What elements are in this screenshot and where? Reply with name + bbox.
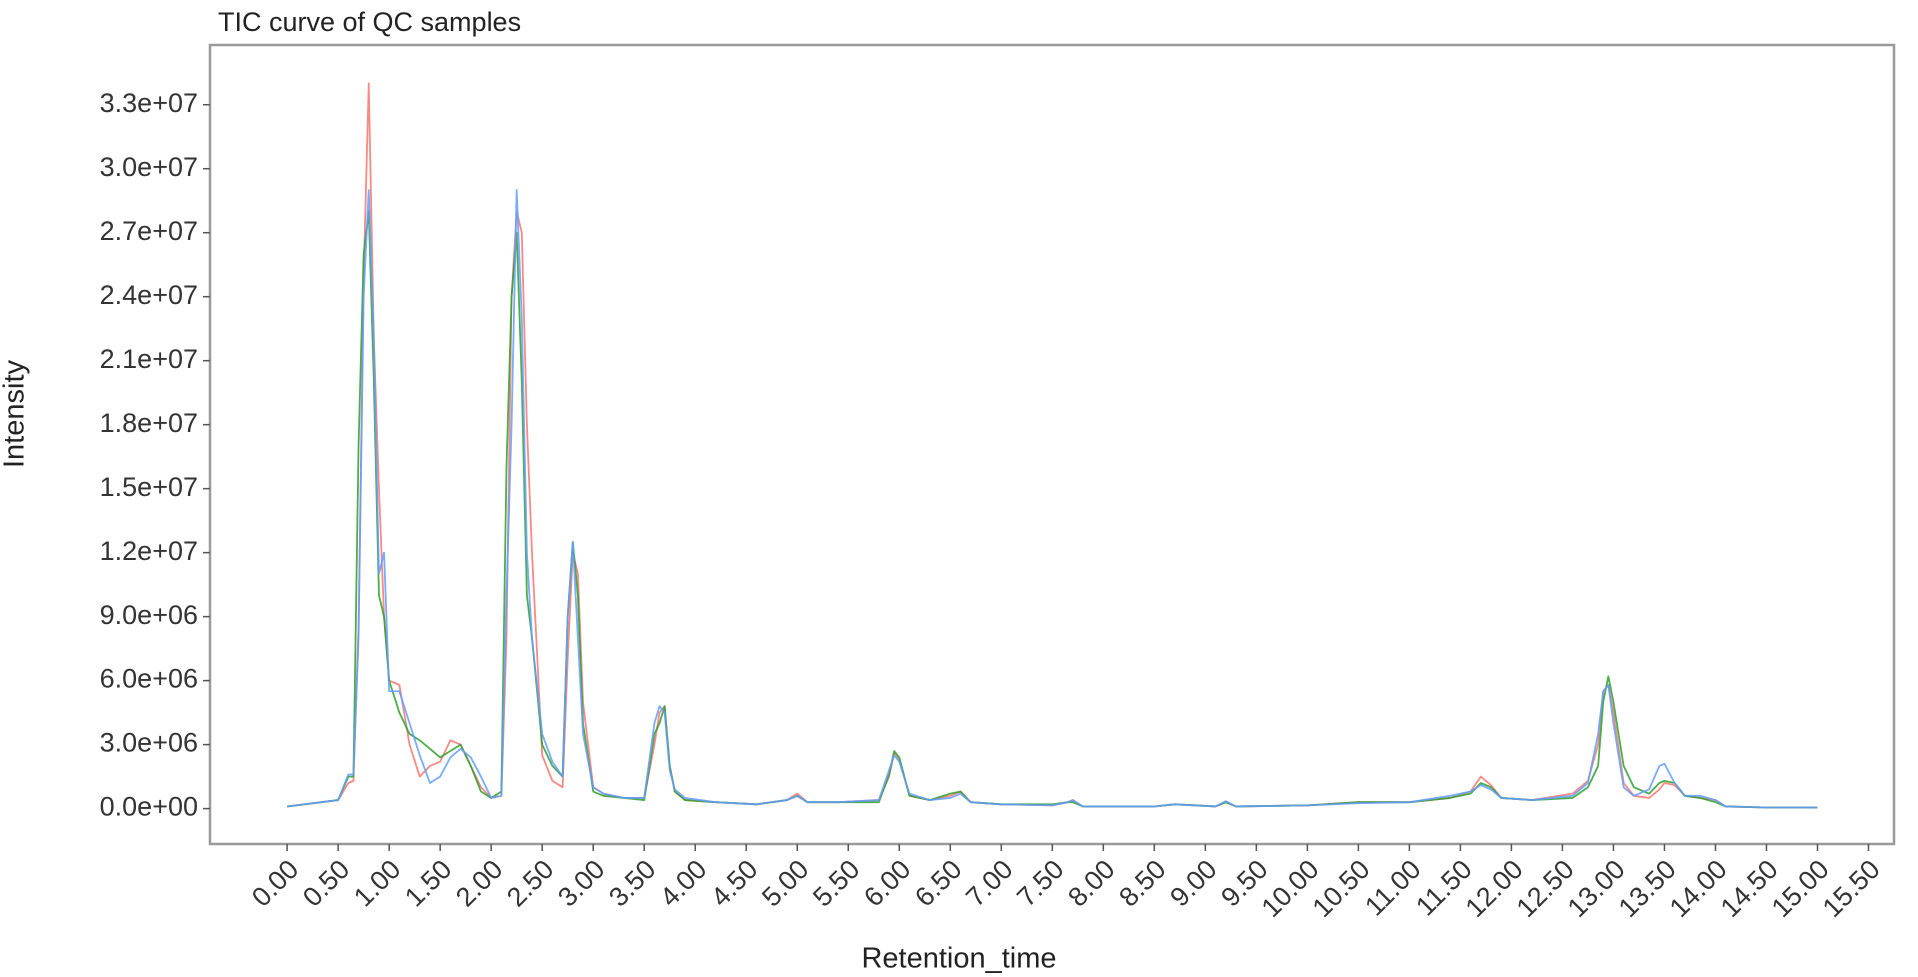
y-tick-label: 2.4e+07 [100, 280, 198, 310]
y-tick-label: 3.0e+06 [100, 728, 198, 758]
y-tick-label: 1.8e+07 [100, 408, 198, 438]
y-tick-label: 2.7e+07 [100, 216, 198, 246]
y-tick-label: 1.2e+07 [100, 536, 198, 566]
plot-area [287, 82, 1818, 809]
y-axis-label: Intensity [0, 360, 31, 468]
y-tick-label: 6.0e+06 [100, 664, 198, 694]
y-tick-label: 3.3e+07 [100, 88, 198, 118]
y-tick-label: 3.0e+07 [100, 152, 198, 182]
x-axis-label: Retention_time [861, 943, 1056, 975]
y-tick-label: 2.1e+07 [100, 344, 198, 374]
y-tick-label: 0.0e+00 [100, 792, 198, 822]
chart-title: TIC curve of QC samples [218, 7, 521, 37]
series-line [287, 189, 1818, 809]
y-tick-label: 9.0e+06 [100, 600, 198, 630]
y-tick-label: 1.5e+07 [100, 472, 198, 502]
